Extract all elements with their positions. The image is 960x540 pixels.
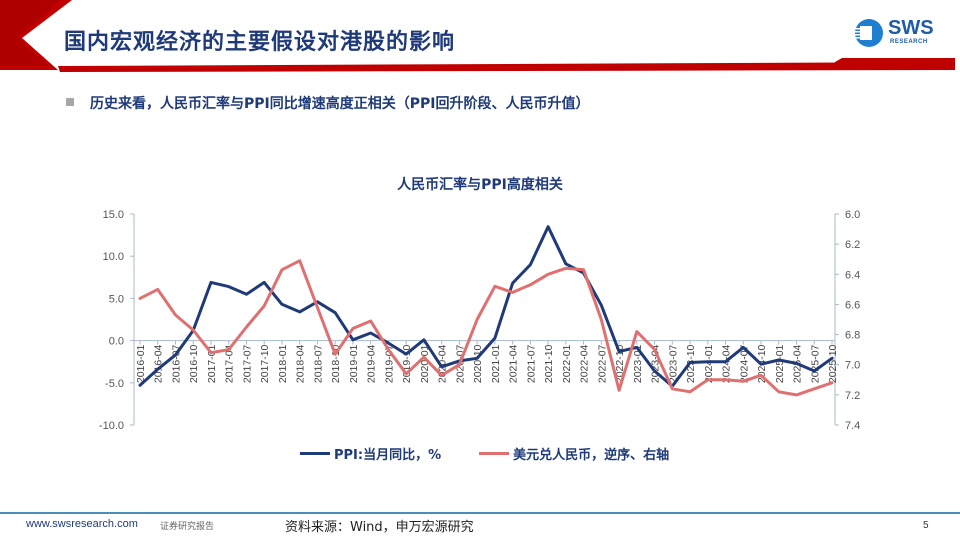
svg-text:2018-07: 2018-07 bbox=[312, 344, 324, 383]
svg-text:2019-04: 2019-04 bbox=[366, 344, 378, 383]
chart-axes: 15.0 10.0 5.0 0.0 -5.0 -10.0 6.0 6.2 6.4 6.6 6.8 7.… bbox=[99, 209, 860, 432]
svg-text:6.2: 6.2 bbox=[845, 239, 860, 251]
bullet-square-icon bbox=[66, 98, 74, 106]
svg-text:2016-10: 2016-10 bbox=[188, 344, 200, 383]
series-line-usdcny bbox=[138, 259, 834, 397]
svg-text:2021-04: 2021-04 bbox=[508, 344, 520, 383]
svg-text:2016-01: 2016-01 bbox=[135, 344, 147, 383]
chart-lines bbox=[138, 225, 834, 397]
chart-legend: PPI:当月同比，% 美元兑人民币，逆序、右轴 bbox=[300, 444, 707, 463]
svg-text:2022-01: 2022-01 bbox=[561, 344, 573, 383]
svg-text:15.0: 15.0 bbox=[103, 209, 124, 221]
svg-text:5.0: 5.0 bbox=[109, 293, 124, 305]
svg-text:7.4: 7.4 bbox=[845, 420, 860, 432]
svg-text:2016-04: 2016-04 bbox=[153, 344, 165, 383]
svg-text:2022-04: 2022-04 bbox=[579, 344, 591, 383]
sws-logo-icon bbox=[854, 19, 883, 47]
svg-text:6.4: 6.4 bbox=[845, 269, 860, 281]
svg-text:2025-07: 2025-07 bbox=[809, 344, 821, 383]
svg-text:6.8: 6.8 bbox=[845, 330, 860, 342]
svg-text:7.0: 7.0 bbox=[845, 360, 860, 372]
svg-text:0.0: 0.0 bbox=[109, 336, 124, 348]
footer-website-link[interactable]: www.swsresearch.com bbox=[26, 518, 138, 530]
svg-text:2024-04: 2024-04 bbox=[721, 344, 733, 383]
svg-text:2018-10: 2018-10 bbox=[330, 344, 342, 383]
svg-text:-5.0: -5.0 bbox=[105, 378, 124, 390]
legend-item-ppi: PPI:当月同比，% bbox=[300, 444, 441, 463]
svg-text:2025-10: 2025-10 bbox=[827, 344, 839, 383]
legend-item-usdcny: 美元兑人民币，逆序、右轴 bbox=[479, 444, 669, 463]
svg-text:2018-04: 2018-04 bbox=[295, 344, 307, 383]
svg-text:2017-10: 2017-10 bbox=[259, 344, 271, 383]
svg-text:2017-01: 2017-01 bbox=[206, 344, 218, 383]
svg-text:2023-07: 2023-07 bbox=[667, 344, 679, 383]
svg-text:2020-01: 2020-01 bbox=[419, 344, 431, 383]
red-underline bbox=[58, 62, 955, 72]
svg-text:2021-01: 2021-01 bbox=[490, 344, 502, 383]
legend-swatch-usdcny bbox=[479, 452, 510, 455]
chart-title: 人民币汇率与PPI高度相关 bbox=[397, 177, 563, 193]
slide-subtitle: 历史来看，人民币汇率与PPI同比增速高度正相关（PPI回升阶段、人民币升值） bbox=[90, 96, 590, 112]
svg-text:2017-04: 2017-04 bbox=[224, 344, 236, 383]
svg-text:2022-07: 2022-07 bbox=[596, 344, 608, 383]
svg-text:10.0: 10.0 bbox=[103, 251, 124, 263]
legend-label-usdcny: 美元兑人民币，逆序、右轴 bbox=[513, 448, 670, 463]
page-number: 5 bbox=[923, 520, 929, 531]
header-banner bbox=[0, 0, 955, 72]
svg-text:6.0: 6.0 bbox=[845, 209, 860, 221]
logo-subtext: RESEARCH bbox=[890, 39, 928, 45]
legend-label-ppi: PPI:当月同比，% bbox=[334, 448, 442, 463]
svg-text:2021-10: 2021-10 bbox=[543, 344, 555, 383]
page-title: 国内宏观经济的主要假设对港股的影响 bbox=[64, 29, 456, 55]
svg-text:2024-01: 2024-01 bbox=[703, 344, 715, 383]
footer-divider bbox=[0, 512, 960, 514]
data-source-note: 资料来源：Wind，申万宏源研究 bbox=[285, 520, 474, 535]
footer-report-tag: 证券研究报告 bbox=[160, 522, 215, 532]
series-line-ppi bbox=[138, 225, 834, 388]
svg-text:2016-07: 2016-07 bbox=[170, 344, 182, 383]
logo-text: SWS bbox=[888, 17, 934, 39]
svg-text:6.6: 6.6 bbox=[845, 299, 860, 311]
svg-text:2024-07: 2024-07 bbox=[738, 344, 750, 383]
svg-text:2018-01: 2018-01 bbox=[277, 344, 289, 383]
svg-text:2025-01: 2025-01 bbox=[774, 344, 786, 383]
svg-text:-10.0: -10.0 bbox=[99, 420, 124, 432]
svg-text:7.2: 7.2 bbox=[845, 390, 860, 402]
svg-text:2017-07: 2017-07 bbox=[241, 344, 253, 383]
svg-text:2021-07: 2021-07 bbox=[525, 344, 537, 383]
svg-text:2019-01: 2019-01 bbox=[348, 344, 360, 383]
legend-swatch-ppi bbox=[300, 452, 330, 455]
